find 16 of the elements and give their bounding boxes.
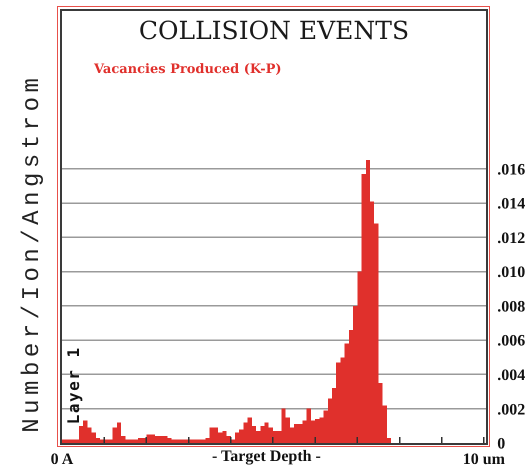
x-axis-title: - Target Depth - bbox=[212, 448, 321, 465]
y-tick-label: .016 bbox=[497, 161, 526, 178]
chart-title: COLLISION EVENTS bbox=[138, 16, 410, 45]
y-tick-label: 0 bbox=[497, 436, 506, 453]
x-tick-label: 0 A bbox=[50, 451, 74, 468]
y-tick-label: .004 bbox=[497, 367, 526, 384]
y-tick-label: .008 bbox=[497, 298, 526, 316]
y-tick-label: .012 bbox=[497, 230, 526, 247]
text: Vacancies Produced (K-P) bbox=[93, 62, 282, 77]
y-tick-label: .002 bbox=[497, 401, 526, 418]
y-tick-label: .014 bbox=[497, 196, 526, 213]
annotation: Layer 1 bbox=[64, 346, 83, 424]
y-axis-title: Number/Ion/Angstrom bbox=[19, 74, 46, 433]
y-tick-label: .006 bbox=[497, 332, 526, 350]
x-tick-label: 10 um bbox=[462, 451, 506, 468]
y-tick-label: .010 bbox=[497, 264, 526, 282]
